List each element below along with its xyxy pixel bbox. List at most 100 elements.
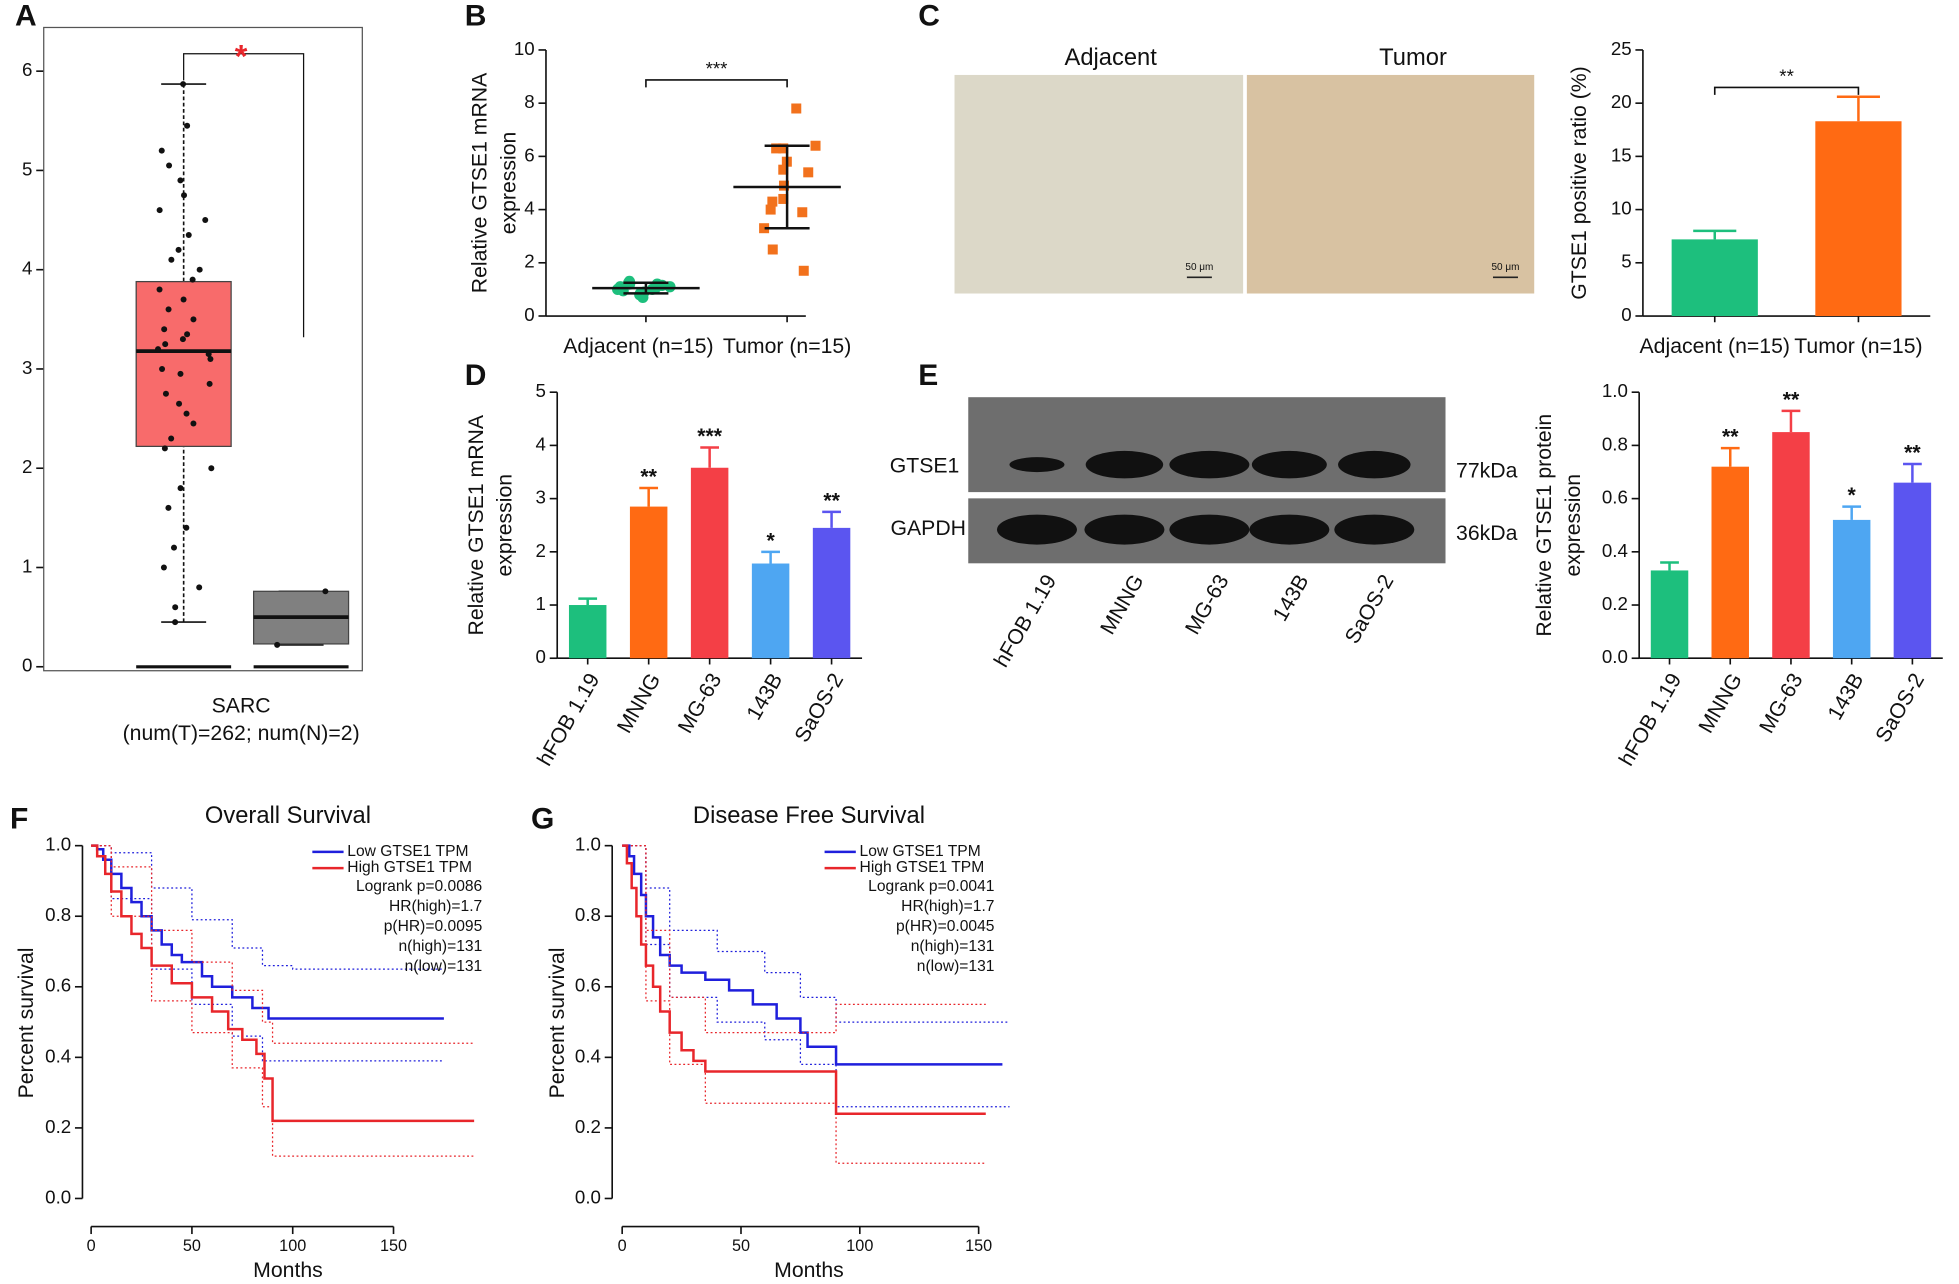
significance-label: ** [1779, 65, 1794, 86]
x-tick-label: 150 [380, 1237, 407, 1255]
data-point [183, 524, 190, 531]
legend-label: High GTSE1 TPM [860, 859, 985, 876]
y-tick-label: 20 [1611, 91, 1632, 112]
data-point [181, 192, 188, 199]
data-point [176, 400, 183, 407]
data-point [196, 584, 203, 591]
y-tick-label: 0.6 [45, 975, 71, 996]
data-point [791, 103, 802, 114]
x-tick-label: MNNG [613, 670, 665, 738]
y-tick-label: 4 [524, 198, 534, 219]
significance-label: * [1848, 484, 1857, 507]
y-tick-label: 2 [524, 251, 534, 272]
bar [1650, 570, 1689, 659]
y-axis-title: Relative GTSE1 protein [1533, 414, 1556, 637]
data-point [184, 122, 191, 129]
data-point [177, 177, 184, 184]
y-tick-label: 0.0 [1602, 646, 1628, 667]
data-point [767, 196, 778, 207]
annotation: n(high)=131 [911, 938, 995, 955]
data-point [803, 167, 814, 178]
data-point [202, 217, 209, 224]
data-point [205, 351, 212, 358]
confidence-band [91, 845, 475, 1157]
y-tick-label: 0.8 [575, 904, 601, 925]
band [996, 514, 1077, 545]
annotation: p(HR)=0.0095 [384, 918, 483, 935]
confidence-band [91, 845, 475, 1044]
data-point [612, 283, 624, 296]
survival-curve [622, 844, 1003, 1066]
y-tick-label: 1.0 [45, 834, 71, 855]
panel-label: C [918, 0, 940, 32]
band [1084, 514, 1165, 545]
size-label: 77kDa [1456, 460, 1518, 483]
data-point [165, 504, 172, 511]
y-tick-label: 1.0 [575, 834, 601, 855]
annotation: n(low)=131 [917, 958, 995, 975]
data-point [765, 204, 776, 215]
x-tick-label: 150 [965, 1237, 992, 1255]
y-tick-label: 0.8 [45, 904, 71, 925]
annotation: n(low)=131 [405, 958, 483, 975]
x-tick-label: 50 [183, 1237, 201, 1255]
y-tick-label: 15 [1611, 144, 1632, 165]
data-point [810, 140, 821, 151]
y-tick-label: 4 [22, 258, 32, 279]
x-tick-label: MG-63 [674, 670, 726, 738]
data-point [207, 356, 214, 363]
significance-label: ** [1904, 442, 1921, 465]
y-tick-label: 1 [536, 593, 546, 614]
y-tick-label: 0 [1621, 304, 1631, 325]
data-point [166, 162, 173, 169]
y-tick-label: 3 [22, 357, 32, 378]
x-tick-label: Adjacent (n=15) [1640, 335, 1790, 358]
x-tick-label: MG-63 [1755, 670, 1807, 738]
y-tick-label: 5 [22, 158, 32, 179]
data-point [183, 410, 190, 417]
x-axis-title: Months [774, 1259, 844, 1282]
y-tick-label: 0.2 [1602, 593, 1628, 614]
y-axis-title: Percent survival [546, 947, 569, 1098]
y-axis-title: expression [1562, 474, 1585, 577]
chart-title: Disease Free Survival [693, 803, 925, 829]
data-point [180, 81, 187, 88]
chart-title: Overall Survival [205, 803, 371, 829]
y-axis-title: expression [497, 132, 520, 235]
image-label: Tumor [1379, 45, 1447, 71]
data-point [159, 365, 166, 372]
bar [1772, 432, 1810, 659]
data-point [170, 544, 177, 551]
data-point [161, 445, 168, 452]
bar [568, 605, 607, 659]
data-point [162, 390, 169, 397]
y-tick-label: 0.2 [575, 1116, 601, 1137]
bar [1815, 121, 1902, 317]
significance-label: ** [823, 490, 840, 513]
y-tick-label: 0.0 [575, 1186, 601, 1207]
bar [1893, 482, 1932, 659]
data-point [798, 265, 809, 276]
y-tick-label: 0.8 [1602, 433, 1628, 454]
bar [751, 563, 790, 659]
y-tick-label: 0 [536, 646, 546, 667]
data-point [175, 246, 182, 253]
band [1334, 514, 1415, 545]
y-tick-label: 6 [22, 59, 32, 80]
data-point [767, 244, 778, 255]
legend-label: High GTSE1 TPM [347, 859, 472, 876]
significance-label: ** [640, 466, 657, 489]
x-tick-label: 50 [732, 1237, 750, 1255]
panel-label: B [465, 0, 487, 32]
data-point [274, 641, 281, 648]
size-label: 36kDa [1456, 522, 1518, 545]
survival-curve [622, 844, 986, 1116]
panel-label: E [918, 359, 938, 392]
y-tick-label: 8 [524, 91, 534, 112]
band [1169, 450, 1250, 479]
x-tick-label: hFOB 1.19 [533, 670, 604, 770]
significance-label: *** [706, 58, 728, 79]
image-label: Adjacent [1065, 45, 1158, 71]
category-label: SARC [212, 695, 271, 718]
bar [1671, 239, 1758, 317]
